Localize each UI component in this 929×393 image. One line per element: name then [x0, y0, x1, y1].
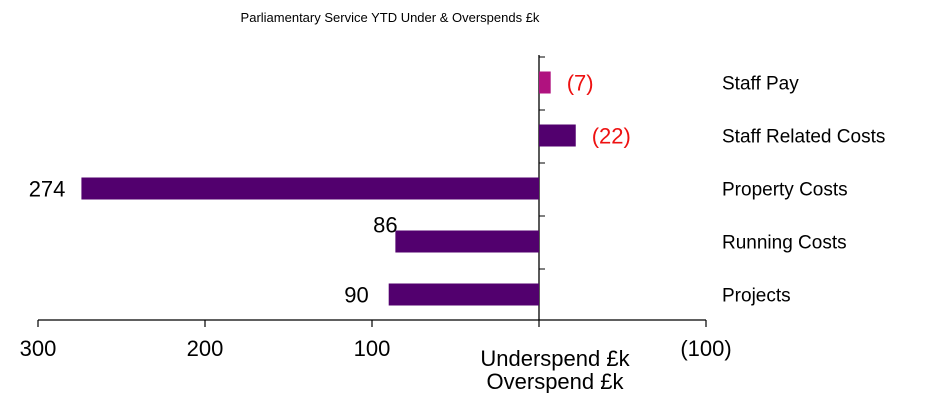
- bar-staff-pay: [539, 71, 551, 94]
- x-axis-title-overspend: Overspend £k: [487, 369, 625, 393]
- value-label-projects: 90: [344, 283, 368, 308]
- category-label-staff-pay: Staff Pay: [722, 74, 799, 95]
- category-label-property-costs: Property Costs: [722, 180, 848, 201]
- x-tick-label: (100): [680, 336, 731, 361]
- x-tick-label: 200: [187, 336, 224, 361]
- value-label-staff-related-costs: (22): [592, 124, 631, 149]
- category-label-projects: Projects: [722, 286, 791, 307]
- value-label-running-costs: 86: [373, 213, 397, 238]
- bar-staff-related-costs: [539, 124, 576, 147]
- x-tick-label: 300: [20, 336, 57, 361]
- category-label-running-costs: Running Costs: [722, 233, 847, 254]
- chart-title: Parliamentary Service YTD Under & Oversp…: [241, 10, 540, 25]
- bar-property-costs: [81, 177, 540, 200]
- value-label-property-costs: 274: [29, 177, 66, 202]
- bar-projects: [388, 283, 539, 306]
- value-label-staff-pay: (7): [567, 71, 594, 96]
- x-axis-title-underspend: Underspend £k: [480, 346, 630, 371]
- x-tick-label: 100: [354, 336, 391, 361]
- bar-running-costs: [395, 230, 539, 253]
- category-label-staff-related-costs: Staff Related Costs: [722, 127, 885, 148]
